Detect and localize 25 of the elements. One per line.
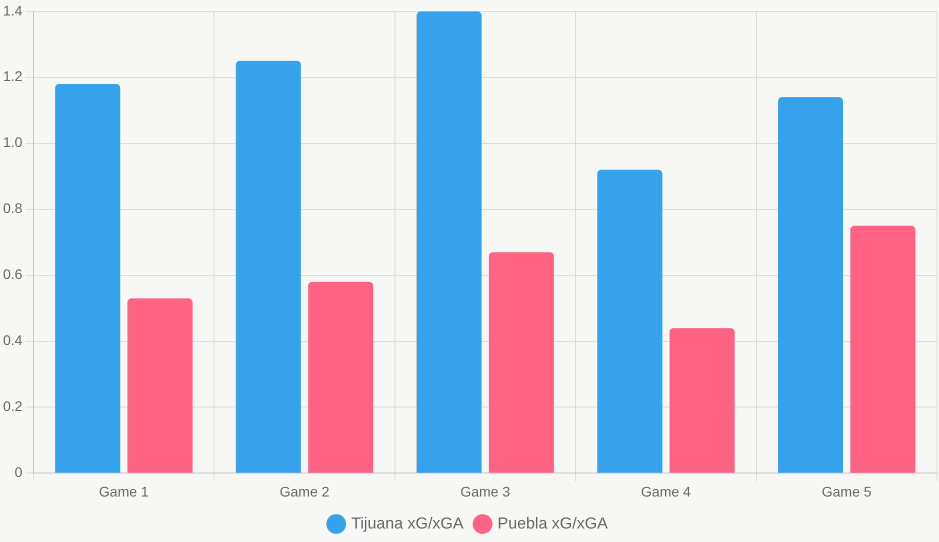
y-tick-label: 1.0: [2, 134, 23, 150]
y-tick-label: 0.6: [2, 266, 23, 282]
bar: [416, 11, 482, 473]
bar: [55, 84, 120, 473]
legend-label: Tijuana xG/xGA: [351, 515, 464, 532]
bar: [308, 282, 374, 473]
legend-label: Puebla xG/xGA: [498, 515, 608, 532]
x-tick-label: Game 3: [460, 483, 510, 500]
y-tick-label: 0.4: [2, 332, 23, 348]
x-tick-label: Game 1: [98, 483, 149, 500]
bar: [488, 252, 554, 473]
x-tick-label: Game 2: [280, 483, 330, 500]
y-tick-label: 1.4: [2, 2, 23, 18]
bar: [778, 97, 844, 473]
bar: [670, 328, 735, 473]
y-tick-label: 0.8: [2, 200, 23, 216]
y-tick-label: 0: [14, 464, 23, 480]
x-tick-label: Game 5: [822, 483, 872, 500]
bar: [850, 226, 916, 473]
y-tick-label: 1.2: [2, 68, 23, 84]
bar: [236, 60, 301, 473]
bar: [597, 170, 662, 473]
y-tick-label: 0.2: [2, 398, 23, 414]
x-tick-label: Game 4: [641, 483, 692, 500]
bar: [127, 298, 192, 473]
